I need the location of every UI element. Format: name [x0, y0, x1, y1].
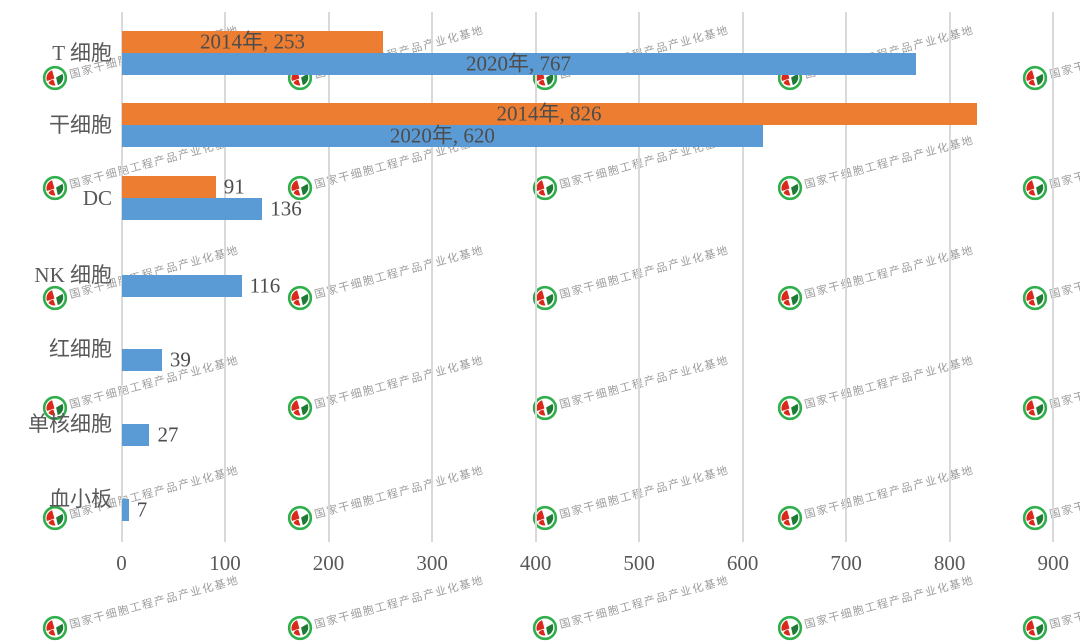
watermark-text: 国家干细胞工程产品产业化基地 — [803, 574, 976, 632]
watermark-logo-icon — [1022, 395, 1048, 421]
watermark-logo-icon — [1022, 505, 1048, 531]
bar-2014年 — [121, 176, 216, 198]
watermark-logo-icon — [532, 505, 558, 531]
data-label: 39 — [169, 347, 191, 372]
watermark-logo-icon — [42, 65, 68, 91]
x-axis-tick-label: 700 — [830, 551, 862, 575]
category-label: T 细胞 — [52, 40, 112, 65]
watermark-logo-icon — [532, 615, 558, 641]
watermark-logo-icon — [1022, 285, 1048, 311]
x-axis-tick-label: 300 — [416, 551, 448, 575]
bar-2020年 — [121, 349, 162, 371]
category-label: 单核细胞 — [28, 411, 112, 436]
watermark-text: 国家干细胞工程产品产业化基地 — [68, 574, 241, 632]
x-axis-tick-label: 900 — [1037, 551, 1069, 575]
x-axis-tick-label: 800 — [933, 551, 966, 575]
bar-chart: 国家干细胞工程产品产业化基地 国家干细胞工程产品产业化基地 国家干细胞工程产品产业化… — [28, 12, 1080, 641]
watermark-text: 国家干细胞工程产品产业化基地 — [558, 464, 731, 522]
watermark-text: 国家干细胞工程产品产业化基地 — [313, 354, 486, 412]
category-label: DC — [82, 185, 112, 210]
data-label: 2020年, 620 — [389, 123, 495, 148]
data-label: 116 — [249, 273, 281, 298]
category-label: 血小板 — [49, 486, 112, 511]
watermark-logo-icon — [777, 395, 803, 421]
x-axis-tick-label: 600 — [726, 551, 759, 575]
watermark-logo-icon — [777, 505, 803, 531]
x-axis-tick-label: 100 — [209, 551, 241, 575]
watermark-text: 国家干细胞工程产品产业化基地 — [558, 244, 731, 302]
bar-2020年 — [121, 53, 916, 75]
x-axis-tick-label: 200 — [312, 551, 345, 575]
category-label: 红细胞 — [49, 336, 112, 361]
gridline — [638, 12, 641, 542]
data-label: 7 — [136, 497, 148, 522]
bar-2014年 — [121, 103, 977, 125]
watermark-logo-icon — [42, 395, 68, 421]
gridline — [845, 12, 848, 542]
watermark-logo-icon — [287, 285, 313, 311]
bar-2020年 — [121, 499, 129, 521]
watermark-text: 国家干细胞工程产品产业化基地 — [558, 574, 731, 632]
x-axis-tick-label: 400 — [519, 551, 552, 575]
x-axis-tick-label: 0 — [116, 551, 127, 575]
watermark-text: 国家干细胞工程产品产业化基地 — [1048, 574, 1080, 632]
bar-2020年 — [121, 198, 263, 220]
bar-2020年 — [121, 125, 764, 147]
watermark-text: 国家干细胞工程产品产业化基地 — [313, 464, 486, 522]
gridline — [327, 12, 330, 542]
data-label: 27 — [157, 422, 179, 447]
watermark-logo-icon — [1022, 65, 1048, 91]
watermark-logo-icon — [287, 175, 313, 201]
watermark-logo-icon — [532, 285, 558, 311]
x-axis-tick-label: 500 — [623, 551, 655, 575]
watermark-logo-icon — [42, 175, 68, 201]
watermark-logo-icon — [42, 505, 68, 531]
watermark-text: 国家干细胞工程产品产业化基地 — [313, 574, 486, 632]
watermark-logo-icon — [777, 285, 803, 311]
watermark-text: 国家干细胞工程产品产业化基地 — [313, 244, 486, 302]
watermark-logo-icon — [532, 395, 558, 421]
bar-2020年 — [121, 424, 150, 446]
gridline — [534, 12, 537, 542]
gridline — [1052, 12, 1055, 542]
watermark-logo-icon — [287, 395, 313, 421]
watermark-logo-icon — [1022, 175, 1048, 201]
gridline — [741, 12, 744, 542]
bar-2020年 — [121, 275, 242, 297]
gridline — [431, 12, 434, 542]
watermark-logo-icon — [1022, 615, 1048, 641]
watermark-logo-icon — [777, 615, 803, 641]
watermark-logo-icon — [287, 505, 313, 531]
watermark-logo-icon — [777, 175, 803, 201]
watermark-logo-icon — [42, 285, 68, 311]
bar-2014年 — [121, 31, 384, 53]
watermark-logo-icon — [532, 175, 558, 201]
data-label: 2014年, 826 — [496, 101, 602, 126]
data-label: 2014年, 253 — [199, 29, 305, 54]
gridline — [948, 12, 951, 542]
watermark-text: 国家干细胞工程产品产业化基地 — [558, 354, 731, 412]
data-label: 136 — [270, 196, 302, 221]
category-label: 干细胞 — [49, 112, 112, 137]
data-label: 2020年, 767 — [466, 51, 571, 76]
watermark-logo-icon — [287, 615, 313, 641]
category-label: NK 细胞 — [34, 262, 112, 287]
data-label: 91 — [223, 174, 245, 199]
watermark-logo-icon — [42, 615, 68, 641]
